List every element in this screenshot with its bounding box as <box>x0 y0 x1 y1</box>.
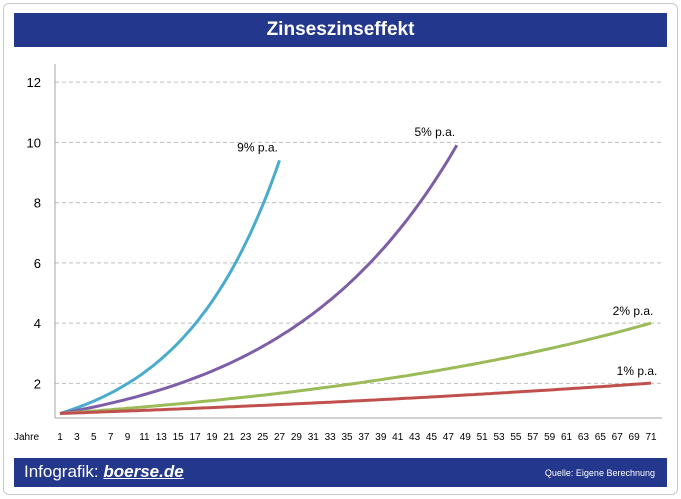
x-tick-label: 63 <box>578 432 590 443</box>
series-labels: 9% p.a. 5% p.a. 2% p.a. 1% p.a. <box>237 125 657 378</box>
x-tick-label: 51 <box>477 432 489 443</box>
y-tick-labels: 2 4 6 8 10 12 <box>27 75 41 391</box>
x-tick-label: 23 <box>240 432 252 443</box>
x-tick-label: 17 <box>190 432 202 443</box>
series-line <box>59 321 652 415</box>
x-tick-label: 7 <box>108 432 114 443</box>
footer-brand-label: Infografik: <box>24 462 99 481</box>
x-tick-label: 43 <box>409 432 421 443</box>
y-tick-label: 12 <box>27 75 41 90</box>
x-tick-label: 41 <box>392 432 404 443</box>
x-tick-label: 21 <box>223 432 235 443</box>
series-label: 1% p.a. <box>617 364 658 378</box>
x-tick-label: 37 <box>358 432 370 443</box>
y-tick-label: 10 <box>27 135 41 150</box>
x-tick-label: 29 <box>291 432 303 443</box>
x-tick-label: 55 <box>510 432 522 443</box>
x-tick-label: 15 <box>173 432 185 443</box>
boerse-logo[interactable]: boerse.de <box>103 462 184 481</box>
y-tick-label: 8 <box>34 196 41 211</box>
x-tick-label: 71 <box>645 432 657 443</box>
footer-brand: Infografik: boerse.de <box>24 462 184 482</box>
x-tick-label: 1 <box>57 432 63 443</box>
x-tick-label: 5 <box>91 432 97 443</box>
series-label: 2% p.a. <box>613 304 654 318</box>
series-line <box>59 144 459 415</box>
x-tick-label: 11 <box>139 432 150 443</box>
x-tick-labels: 1 3 5 7 9 11 13 15 17 19 21 23 25 27 29 31 33 35 37 39 41 43 4… <box>57 432 657 443</box>
series-label: 5% p.a. <box>414 125 455 139</box>
x-tick-label: 49 <box>460 432 472 443</box>
x-tick-label: 33 <box>325 432 337 443</box>
x-tick-label: 69 <box>629 432 641 443</box>
series-label: 9% p.a. <box>237 140 278 154</box>
x-tick-label: 19 <box>206 432 218 443</box>
chart-title-bar: Zinseszinseffekt <box>14 13 667 47</box>
x-tick-label: 39 <box>375 432 387 443</box>
x-tick-label: 65 <box>595 432 607 443</box>
y-tick-label: 4 <box>34 316 41 331</box>
x-axis-label: Jahre <box>14 432 39 443</box>
x-tick-label: 47 <box>443 432 455 443</box>
x-tick-label: 3 <box>74 432 80 443</box>
x-tick-label: 59 <box>544 432 556 443</box>
chart-title: Zinseszinseffekt <box>266 19 415 40</box>
y-tick-label: 2 <box>34 376 41 391</box>
x-tick-label: 67 <box>612 432 624 443</box>
x-tick-label: 57 <box>527 432 539 443</box>
series-lines <box>59 144 652 415</box>
footer-bar: Infografik: boerse.de Quelle: Eigene Ber… <box>14 458 667 487</box>
y-tick-label: 6 <box>34 256 41 271</box>
x-tick-label: 53 <box>493 432 505 443</box>
x-tick-label: 61 <box>561 432 573 443</box>
series-line <box>59 381 652 415</box>
x-tick-label: 31 <box>308 432 320 443</box>
grid-lines <box>55 81 662 384</box>
axes <box>54 64 662 419</box>
footer-source: Quelle: Eigene Berechnung <box>544 468 655 478</box>
x-tick-label: 9 <box>125 432 131 443</box>
x-tick-label: 27 <box>274 432 286 443</box>
chart-frame <box>3 3 678 495</box>
x-tick-label: 45 <box>426 432 438 443</box>
x-tick-label: 25 <box>257 432 269 443</box>
series-line <box>59 159 281 415</box>
x-tick-label: 35 <box>341 432 353 443</box>
x-tick-label: 13 <box>156 432 168 443</box>
